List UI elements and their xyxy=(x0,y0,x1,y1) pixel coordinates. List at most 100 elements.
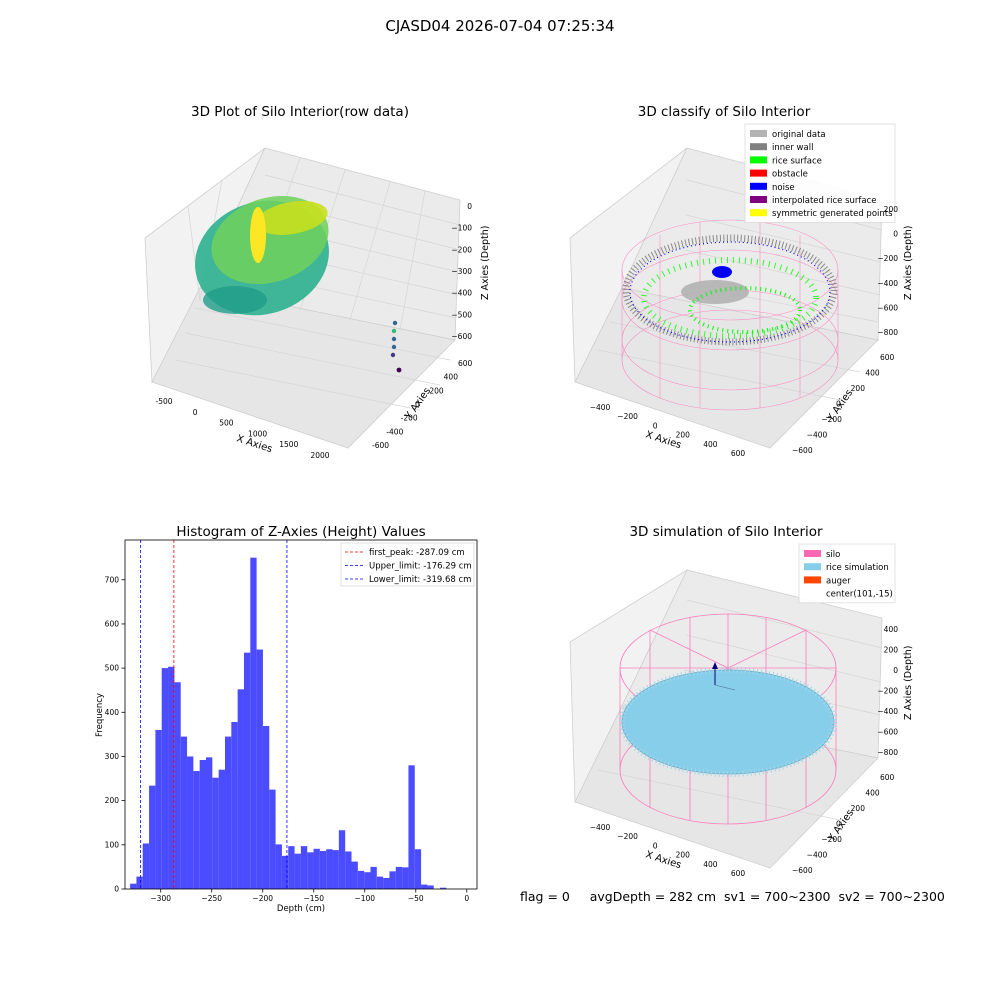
legend-label: original data xyxy=(772,130,826,140)
histogram-bar xyxy=(427,885,434,889)
histogram-y-tick-label: 200 xyxy=(105,796,120,805)
legend-swatch xyxy=(750,130,767,137)
histogram-bar xyxy=(275,844,282,889)
histogram-x-tick-label: −200 xyxy=(252,894,273,903)
histogram-bar xyxy=(130,883,137,889)
classify-x-tick-label: 600 xyxy=(731,449,746,458)
histogram-bar xyxy=(262,725,270,889)
legend-label: inner wall xyxy=(772,143,813,153)
histogram-bar xyxy=(212,777,219,889)
histogram-bar xyxy=(250,557,257,889)
simulation-legend: silo rice simulation auger center(101,-15) xyxy=(798,543,896,604)
raw-x-tick-label: 1000 xyxy=(248,429,267,438)
histogram-bar xyxy=(338,830,346,889)
histogram-bar xyxy=(300,846,308,889)
raw-y-tick-label: 0 xyxy=(415,400,420,409)
raw-z-tick-label: −300 xyxy=(451,267,472,276)
histogram-bar xyxy=(332,850,339,889)
histogram-y-tick-label: 600 xyxy=(105,619,120,628)
histogram-frame xyxy=(124,539,478,890)
classify-y-tick-label: 600 xyxy=(880,353,895,362)
legend-label: rice surface xyxy=(772,156,822,166)
histogram-bar xyxy=(155,729,162,889)
classify-y-tick-label: −200 xyxy=(821,415,842,424)
simulation-y-tick-label: 600 xyxy=(880,773,895,782)
simulation-x-ticks: −400 −200 0 200 400 600 xyxy=(590,823,746,878)
histogram-bar xyxy=(351,861,358,889)
histogram-bar xyxy=(142,843,150,889)
simulation-x-tick-label: 200 xyxy=(676,851,691,860)
raw-z-tick-label: −600 xyxy=(451,332,472,341)
classify-z-tick-label: −800 xyxy=(877,328,898,337)
histogram-bar xyxy=(294,853,301,889)
histogram-bar xyxy=(421,884,428,889)
histogram-bar xyxy=(313,848,320,889)
raw-z-ticks: 0 −100 −200 −300 −400 −500 −600 xyxy=(451,202,472,341)
histogram-bar xyxy=(218,769,225,889)
histogram-title: Histogram of Z-Axies (Height) Values xyxy=(176,524,425,540)
sv2-value: sv2 = 700~2300 xyxy=(838,889,945,904)
legend-label: center(101,-15) xyxy=(826,590,893,600)
legend-swatch xyxy=(804,576,821,584)
classify-y-tick-label: 200 xyxy=(851,384,866,393)
classify-z-tick-label: 0 xyxy=(893,230,898,239)
histogram-bar xyxy=(357,870,365,889)
legend-label: interpolated rice surface xyxy=(772,196,877,206)
legend-label: rice simulation xyxy=(826,563,889,573)
histogram-x-tick-label: −150 xyxy=(303,894,324,903)
raw-y-tick-label: 200 xyxy=(429,386,444,395)
raw-x-tick-label: 0 xyxy=(193,408,198,417)
auger-marker xyxy=(712,662,736,691)
simulation-z-tick-label: −200 xyxy=(877,687,898,696)
simulation-x-tick-label: 400 xyxy=(703,860,718,869)
histogram-bar xyxy=(395,866,403,889)
histogram-bar xyxy=(168,666,175,889)
simulation-3d-plot: 3D simulation of Silo Interior silo rice … xyxy=(569,524,914,878)
legend-label: noise xyxy=(772,183,795,193)
raw-z-tick-label: −500 xyxy=(451,310,472,319)
simulation-z-ticks: 400 200 0 −200 −400 −600 −800 xyxy=(877,625,898,757)
legend-box xyxy=(744,123,896,223)
legend-swatch xyxy=(750,156,767,164)
histogram-x-tick-label: 0 xyxy=(464,894,469,903)
histogram-x-tick-label: −300 xyxy=(150,894,171,903)
raw-y-tick-label: 400 xyxy=(444,373,459,382)
avg-depth-value: avgDepth = 282 cm xyxy=(589,889,717,904)
raw-z-tick-label: −200 xyxy=(451,245,472,254)
histogram-legend: first_peak: -287.09 cm Upper_limit: -176.… xyxy=(340,542,475,587)
histogram-bar xyxy=(326,849,333,889)
histogram-y-tick-label: 400 xyxy=(105,708,120,717)
histogram-bar xyxy=(256,649,263,889)
legend-label: first_peak: -287.09 cm xyxy=(369,548,465,558)
simulation-z-tick-label: 400 xyxy=(884,625,899,634)
histogram-bar xyxy=(193,771,200,889)
raw-x-tick-label: 2000 xyxy=(310,451,329,460)
classify-plot-title: 3D classify of Silo Interior xyxy=(638,104,811,120)
histogram-bar xyxy=(364,872,371,889)
simulation-z-tick-label: −800 xyxy=(877,748,898,757)
histogram-y-tick-label: 0 xyxy=(114,885,119,894)
raw-z-tick-label: −400 xyxy=(451,289,472,298)
histogram-bar xyxy=(243,652,251,889)
simulation-y-tick-label: 0 xyxy=(836,820,841,829)
histogram-bar xyxy=(231,722,238,889)
histogram-bar xyxy=(161,668,169,889)
raw-y-tick-label: 600 xyxy=(458,359,473,368)
simulation-x-tick-label: 600 xyxy=(731,869,746,878)
simulation-z-axis-label: Z Axies (Depth) xyxy=(903,646,914,720)
legend-swatch xyxy=(750,182,767,190)
histogram-bar xyxy=(224,736,232,889)
histogram-x-tick-label: −100 xyxy=(354,894,375,903)
histogram-y-tick-label: 500 xyxy=(105,664,120,673)
histogram-bar xyxy=(187,756,194,889)
classify-silo-wireframe xyxy=(621,219,839,411)
depth-histogram: Histogram of Z-Axies (Height) Values −30… xyxy=(95,524,478,914)
legend-label: obstacle xyxy=(772,170,808,180)
histogram-bar xyxy=(376,876,384,889)
sv1-value: sv1 = 700~2300 xyxy=(724,889,831,904)
raw-z-tick-label: 0 xyxy=(467,202,472,211)
legend-label: silo xyxy=(826,550,840,560)
legend-label: symmetric generated points xyxy=(772,209,893,219)
raw-data-3d-plot: 3D Plot of Silo Interior(row data) -500 0… xyxy=(144,104,491,460)
raw-z-axis-label: Z Axies (Depth) xyxy=(480,226,491,300)
